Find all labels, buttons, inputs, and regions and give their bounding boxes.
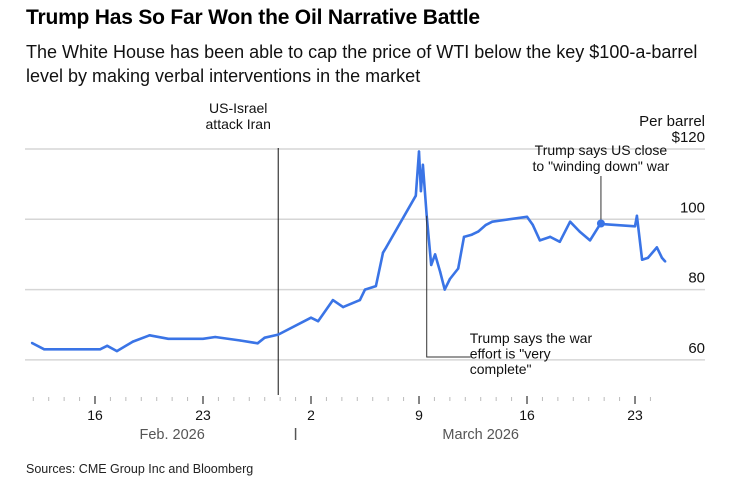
- y-tick-label: 80: [688, 270, 705, 287]
- x-tick-label: 2: [307, 407, 315, 423]
- data-point: [443, 288, 446, 291]
- data-point: [381, 251, 385, 254]
- data-point: [588, 239, 592, 242]
- data-point: [309, 316, 313, 319]
- data-point: [341, 305, 345, 309]
- sources-note: Sources: CME Group Inc and Bloomberg: [26, 462, 254, 476]
- data-point: [131, 340, 135, 343]
- x-tick-label: 9: [415, 407, 423, 423]
- data-point: [363, 288, 367, 291]
- x-tick-label: 16: [519, 407, 535, 423]
- annotation-complete-leader: [426, 215, 471, 358]
- y-tick-label: $120: [672, 129, 705, 146]
- data-point: [148, 334, 151, 337]
- data-point: [470, 233, 473, 236]
- data-point: [414, 194, 417, 197]
- month-label: Feb. 2026: [139, 427, 204, 443]
- chart-title: Trump Has So Far Won the Oil Narrative B…: [26, 6, 480, 29]
- annotation-attack-label: attack Iran: [206, 116, 271, 132]
- data-point: [106, 344, 109, 347]
- data-point: [578, 230, 581, 233]
- data-point: [568, 220, 572, 223]
- data-point: [664, 260, 667, 263]
- data-point: [43, 348, 46, 351]
- data-point: [115, 349, 119, 353]
- data-point: [655, 246, 659, 249]
- data-point: [462, 235, 466, 239]
- x-tick-label: 23: [195, 407, 211, 423]
- month-label: March 2026: [442, 427, 519, 443]
- data-point: [201, 337, 205, 340]
- annotation-winding-label: to "winding down" war: [533, 158, 670, 174]
- annotation-winding-point: [596, 219, 605, 228]
- data-point: [98, 348, 102, 351]
- data-point: [646, 256, 650, 260]
- data-point: [430, 263, 433, 267]
- data-point: [660, 256, 664, 260]
- data-point: [30, 341, 34, 345]
- data-point: [374, 284, 378, 288]
- y-axis-label: Per barrel: [639, 113, 705, 130]
- data-point: [635, 214, 639, 217]
- data-point: [256, 342, 259, 345]
- data-point: [167, 337, 170, 340]
- data-point: [457, 267, 460, 270]
- data-point: [439, 270, 442, 274]
- data-point: [417, 150, 421, 153]
- data-point: [531, 223, 534, 227]
- wti-price-line: [31, 150, 667, 353]
- data-point: [633, 225, 637, 228]
- data-point: [558, 240, 561, 243]
- data-point: [476, 230, 480, 233]
- data-point: [525, 215, 529, 219]
- data-point: [277, 333, 280, 336]
- data-point: [358, 298, 362, 302]
- chart-subtitle: The White House has been able to cap the…: [26, 42, 698, 86]
- data-point: [538, 239, 542, 242]
- data-point: [316, 320, 320, 323]
- data-point: [331, 298, 335, 302]
- data-point: [548, 235, 552, 239]
- data-point: [263, 336, 266, 339]
- y-tick-label: 60: [688, 340, 705, 357]
- annotation-complete-label: Trump says the war: [470, 330, 593, 346]
- x-tick-label: 23: [627, 407, 643, 423]
- annotation-complete-label: effort is "very: [470, 346, 551, 362]
- data-point: [385, 246, 388, 249]
- annotation-complete-label: complete": [470, 361, 532, 377]
- annotation-attack-label: US-Israel: [209, 100, 267, 116]
- data-point: [433, 253, 437, 256]
- x-tick-label: 16: [87, 407, 103, 423]
- data-point: [214, 335, 217, 339]
- annotation-winding-label: Trump says US close: [535, 142, 668, 158]
- data-point: [239, 339, 242, 342]
- data-point: [421, 163, 425, 167]
- data-point: [419, 189, 423, 193]
- y-tick-label: 100: [680, 199, 705, 216]
- data-point: [491, 220, 494, 223]
- data-point: [448, 277, 452, 281]
- data-point: [640, 258, 644, 261]
- data-point: [484, 223, 488, 227]
